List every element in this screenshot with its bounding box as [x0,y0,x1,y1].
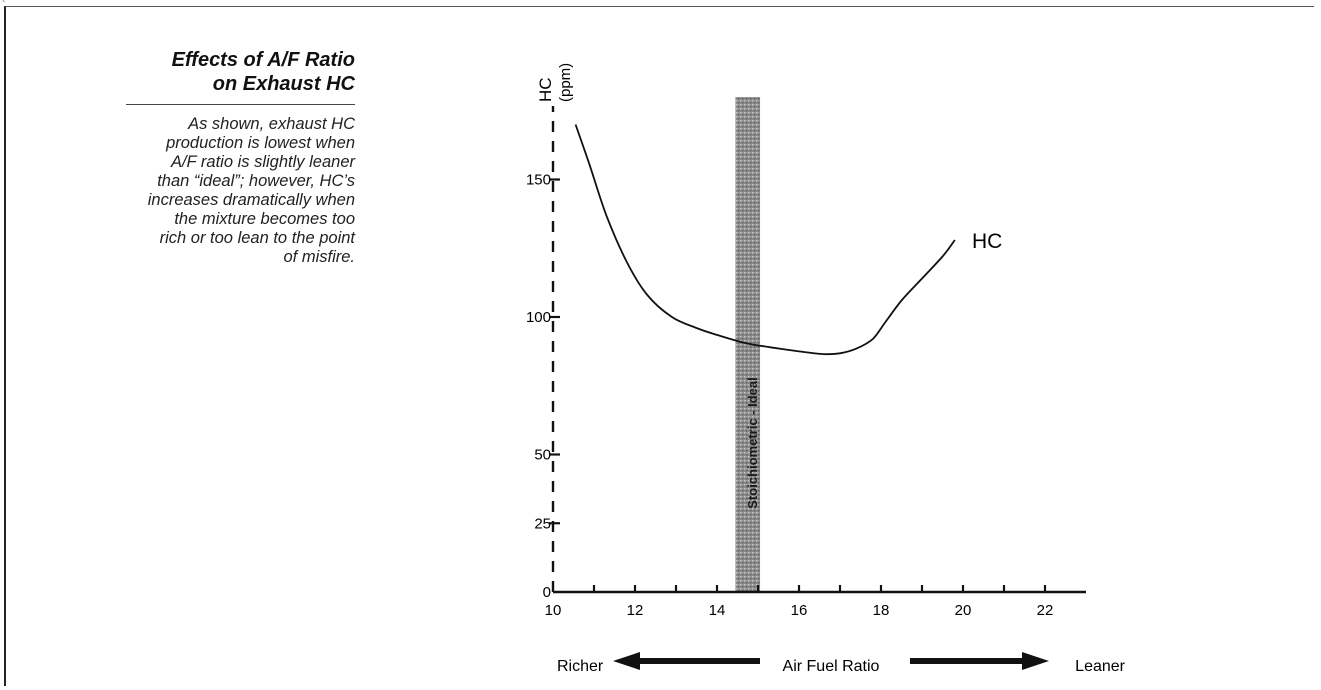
sidebar-body-line: the mixture becomes too [174,210,355,228]
sidebar-body-line: production is lowest when [166,134,355,152]
x-tick-label-12: 12 [627,602,644,619]
y-tick-label-50: 50 [534,447,551,464]
y-axis-label: HC [536,77,555,102]
sidebar-body-line: A/F ratio is slightly leaner [170,153,355,171]
y-tick-label-25: 25 [534,515,551,532]
richer-arrow [613,652,760,670]
x-tick-label-14: 14 [709,602,726,619]
sidebar-body-line: increases dramatically when [147,191,355,209]
sidebar-body-line: As shown, exhaust HC [188,115,355,133]
x-axis-label: Air Fuel Ratio [783,658,880,675]
sidebar-body-line: rich or too lean to the point [159,229,355,247]
y-tick-label-100: 100 [526,309,551,326]
x-tick-label-10: 10 [545,602,562,619]
x-tick-label-16: 16 [791,602,808,619]
sidebar-rule [126,104,355,105]
sidebar-title: Effects of A/F Ratio on Exhaust HC [100,48,355,96]
y-tick-label-150: 150 [526,172,551,189]
sidebar-body-line: of misfire. [283,248,355,266]
leaner-arrow [910,652,1049,670]
hc-curve [574,124,956,356]
sidebar-body-line: than “ideal”; however, HC’s [157,172,355,190]
sidebar: Effects of A/F Ratio on Exhaust HC As sh… [100,48,355,267]
x-tick-label-22: 22 [1037,602,1054,619]
corner-mark: ` [2,0,6,11]
x-tick-label-18: 18 [873,602,890,619]
sidebar-title-line-1: Effects of A/F Ratio [171,49,355,71]
x-axis-right-label: Leaner [1075,658,1125,675]
sidebar-title-line-2: on Exhaust HC [212,73,355,95]
series-label: HC [972,230,1002,253]
sidebar-body: As shown, exhaust HC production is lowes… [100,115,355,267]
figure-frame [4,6,1314,686]
x-tick-label-20: 20 [955,602,972,619]
x-axis-left-label: Richer [557,658,604,675]
y-axis-unit-label: (ppm) [557,63,574,102]
y-tick-label-0: 0 [543,584,551,601]
band-label: Stoichiometric - Ideal [745,377,760,508]
